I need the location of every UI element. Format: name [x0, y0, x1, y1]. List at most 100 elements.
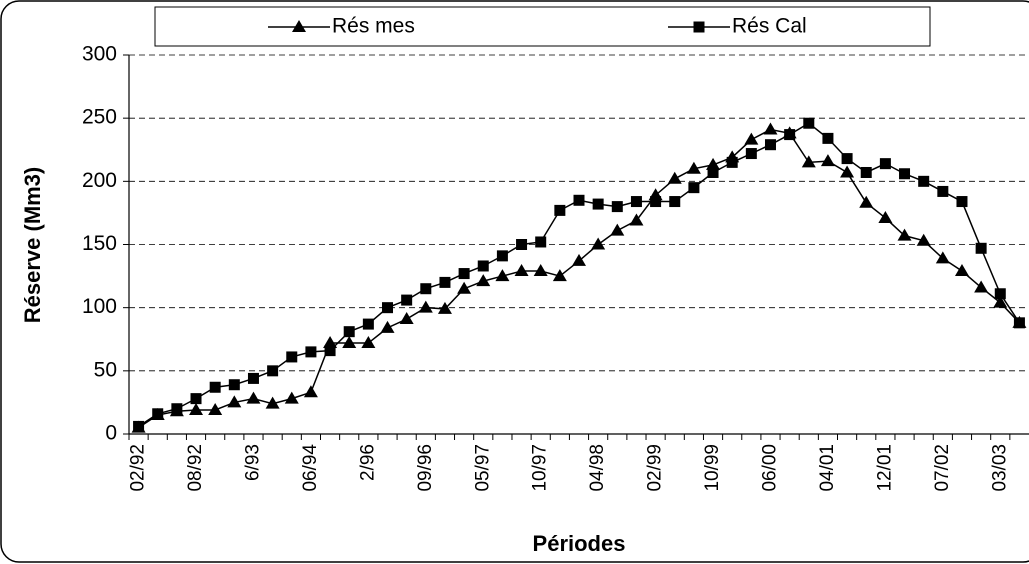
point-marker: [380, 320, 395, 333]
point-marker: [477, 260, 489, 272]
point-marker: [362, 318, 374, 330]
x-tick-label: 06/94: [300, 444, 321, 492]
point-marker: [418, 300, 433, 313]
y-tick-label: 300: [82, 43, 117, 66]
point-marker: [686, 161, 701, 174]
y-tick-label: 250: [82, 106, 117, 129]
legend-marker: [292, 20, 306, 32]
point-marker: [495, 269, 510, 282]
point-marker: [745, 148, 757, 160]
point-marker: [209, 381, 221, 393]
point-marker: [629, 213, 644, 226]
x-tick-label: 12/01: [874, 444, 895, 492]
point-marker: [573, 194, 585, 206]
x-tick-label: 03/03: [989, 444, 1010, 492]
point-marker: [669, 196, 681, 208]
legend-marker: [693, 21, 705, 33]
x-tick-label: 06/00: [760, 444, 781, 492]
point-marker: [399, 312, 414, 325]
point-marker: [591, 237, 606, 250]
point-marker: [284, 391, 299, 404]
point-marker: [516, 239, 528, 250]
point-marker: [208, 402, 223, 415]
point-marker: [707, 166, 719, 178]
point-marker: [267, 365, 279, 377]
point-marker: [457, 281, 472, 294]
point-marker: [667, 171, 682, 184]
point-marker: [171, 403, 183, 415]
point-marker: [763, 122, 778, 135]
point-marker: [860, 166, 872, 178]
legend-label: Rés mes: [332, 15, 415, 38]
point-marker: [764, 139, 776, 151]
point-marker: [458, 268, 470, 280]
point-marker: [935, 251, 950, 264]
point-marker: [974, 280, 989, 293]
point-marker: [190, 393, 202, 405]
point-marker: [840, 165, 855, 178]
point-marker: [592, 198, 604, 210]
point-marker: [744, 132, 759, 145]
point-marker: [227, 395, 242, 408]
point-marker: [688, 182, 700, 194]
x-tick-label: 02/99: [645, 444, 666, 492]
x-tick-label: 2/96: [357, 444, 378, 481]
point-marker: [514, 264, 529, 277]
y-tick-label: 0: [105, 422, 117, 445]
point-marker: [822, 132, 834, 144]
point-marker: [994, 288, 1006, 300]
point-marker: [189, 402, 204, 415]
point-marker: [554, 204, 566, 216]
y-tick-label: 50: [94, 358, 117, 381]
point-marker: [228, 379, 240, 391]
x-tick-label: 08/92: [185, 444, 206, 492]
point-marker: [265, 396, 280, 409]
point-marker: [841, 153, 853, 165]
point-marker: [361, 336, 376, 349]
point-marker: [401, 294, 413, 306]
point-marker: [610, 223, 625, 236]
point-marker: [535, 236, 547, 248]
point-marker: [323, 336, 338, 349]
point-marker: [859, 195, 874, 208]
point-marker: [899, 168, 911, 180]
point-marker: [956, 196, 968, 208]
x-tick-label: 04/01: [817, 444, 838, 492]
point-marker: [820, 154, 835, 167]
point-marker: [801, 155, 816, 168]
y-tick-label: 200: [82, 169, 117, 192]
point-marker: [897, 228, 912, 241]
point-marker: [303, 385, 318, 398]
point-marker: [343, 326, 355, 338]
point-marker: [650, 196, 662, 208]
point-marker: [803, 117, 815, 129]
x-tick-label: 02/92: [128, 444, 149, 492]
y-axis-title: Réserve (Mm3): [20, 167, 45, 324]
y-tick-label: 100: [82, 295, 117, 318]
legend-label: Rés Cal: [732, 15, 807, 38]
point-marker: [611, 201, 623, 213]
x-tick-label: 04/98: [587, 444, 608, 492]
point-marker: [342, 336, 357, 349]
point-marker: [286, 351, 298, 363]
point-marker: [324, 345, 336, 357]
point-marker: [572, 253, 586, 266]
point-marker: [476, 274, 491, 287]
y-tick-label: 150: [82, 232, 117, 255]
x-tick-label: 6/93: [242, 444, 263, 481]
point-marker: [784, 129, 796, 141]
x-tick-label: 10/99: [702, 444, 723, 492]
point-marker: [437, 301, 452, 314]
x-tick-label: 09/96: [415, 444, 436, 492]
point-marker: [496, 250, 508, 262]
point-marker: [305, 346, 317, 358]
point-marker: [630, 196, 642, 208]
point-marker: [152, 408, 164, 420]
point-marker: [420, 283, 432, 295]
point-marker: [706, 157, 721, 170]
point-marker: [1013, 317, 1025, 329]
point-marker: [247, 372, 259, 384]
point-marker: [878, 210, 893, 223]
point-marker: [726, 156, 738, 168]
